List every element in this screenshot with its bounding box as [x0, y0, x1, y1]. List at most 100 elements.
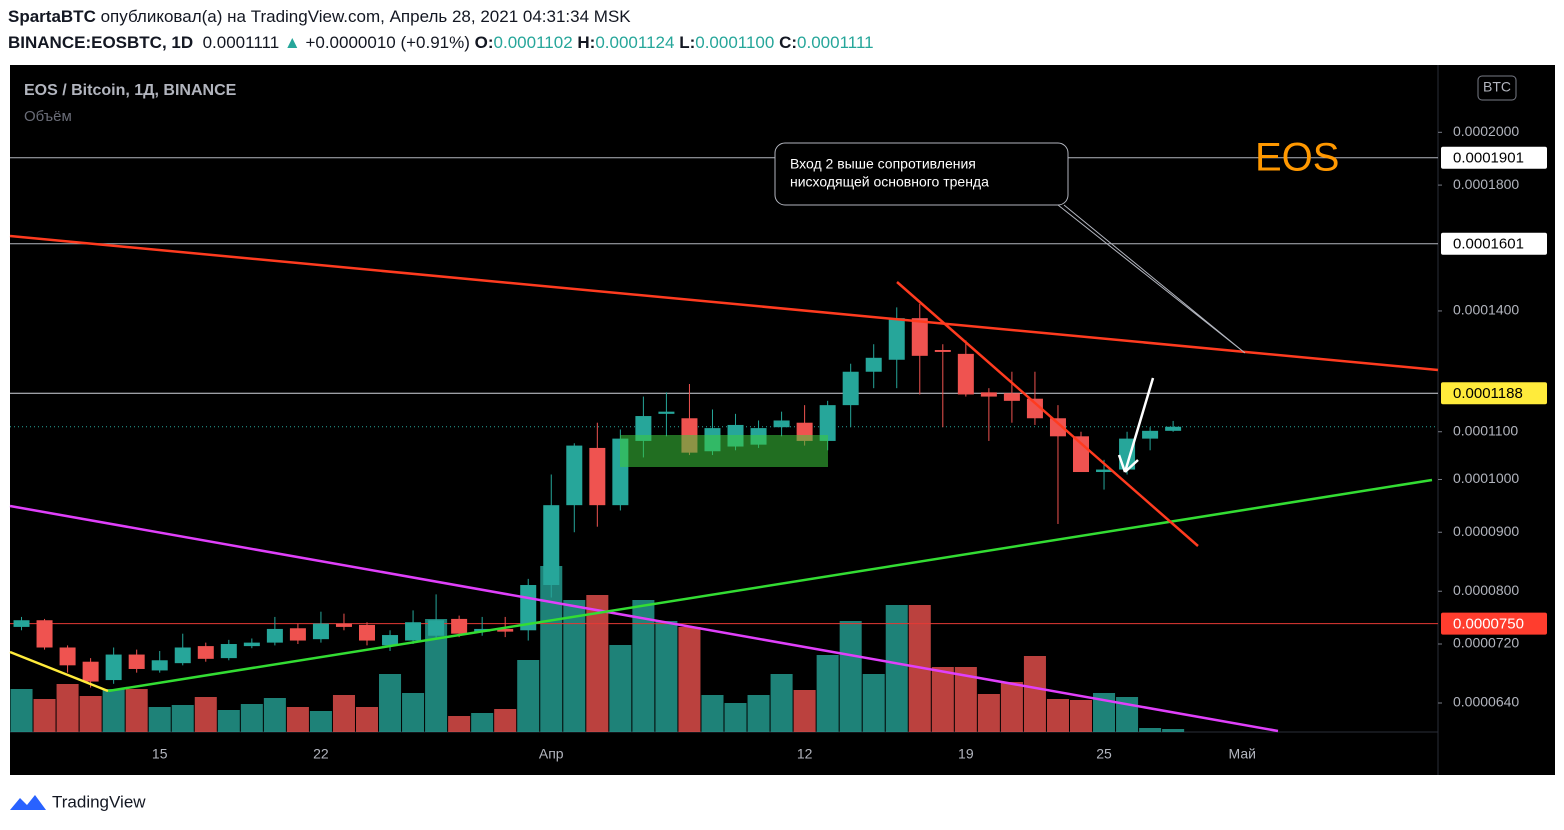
volume-label: Объём: [24, 108, 72, 125]
candle-body: [405, 622, 422, 641]
zone: [620, 435, 828, 467]
ohlc-label: C:: [779, 33, 798, 52]
last-price: 0.0001111: [202, 33, 280, 52]
candle-body: [1003, 393, 1020, 401]
volume-bar: [954, 667, 977, 732]
volume-bar: [655, 621, 678, 732]
candle-body: [312, 623, 329, 640]
volume-bar: [931, 667, 954, 732]
volume-bar: [79, 696, 102, 732]
arrow: [1117, 377, 1155, 473]
candle-body: [658, 411, 675, 414]
header: SpartaBTC опубликовал(а) на TradingView.…: [8, 4, 874, 56]
candle-body: [888, 318, 905, 360]
candle-body: [105, 654, 122, 681]
ohlc-label: O:: [474, 33, 494, 52]
volume-bar: [1069, 700, 1093, 732]
author: SpartaBTC: [8, 7, 96, 26]
candle-body: [128, 654, 145, 669]
volume-bar: [332, 695, 355, 732]
volume-bar: [793, 690, 816, 732]
currency-badge: [1477, 75, 1517, 101]
ohlc: O:0.0001102 H:0.0001124 L:0.0001100 C:0.…: [475, 33, 874, 52]
volume-bar: [747, 695, 770, 732]
volume-bar: [977, 694, 1000, 732]
header-space: [0, 0, 1564, 60]
ohlc-label: L:: [679, 33, 696, 52]
candle-body: [980, 392, 997, 397]
trendline: [9, 650, 109, 693]
volume-bar: [148, 707, 171, 732]
trendline: [896, 281, 1199, 547]
candle-body: [82, 661, 99, 682]
volume-bar: [517, 660, 540, 732]
volume-bar: [494, 709, 517, 732]
volume-bar: [240, 704, 263, 732]
volume-bar: [563, 600, 586, 732]
drawings: Вход 2 выше сопротивления нисходящей осн…: [9, 136, 1439, 733]
candle-body: [635, 416, 652, 441]
header-line: SpartaBTC опубликовал(а) на TradingView.…: [8, 4, 874, 30]
volume-bar: [1139, 728, 1162, 732]
volume-bar: [1023, 656, 1046, 732]
candle-body: [266, 628, 283, 643]
symbol: BINANCE:EOSBTC, 1D: [8, 33, 194, 52]
volume-bar: [471, 713, 494, 732]
ohlc-value: 0.0001124: [595, 33, 675, 52]
trendline: [9, 234, 1439, 372]
candle-body: [335, 623, 352, 627]
volume-bar: [355, 707, 379, 732]
y-tick-label: 0.0000640: [1453, 694, 1519, 710]
candle-body: [359, 624, 375, 641]
candle-body: [773, 420, 790, 428]
annotation-label: EOS: [1255, 136, 1339, 180]
candle-body: [197, 646, 214, 659]
candle-body: [289, 628, 306, 641]
y-tick-label: 0.0001100: [1453, 422, 1518, 438]
candle-body: [382, 635, 399, 646]
candle-body: [59, 647, 76, 666]
candle-body: [1165, 426, 1182, 431]
candle-body: [566, 445, 583, 506]
volume-bar: [1046, 699, 1069, 732]
candle-body: [36, 620, 53, 648]
volume-bar: [33, 699, 56, 732]
brand: TradingView: [52, 792, 146, 811]
published: опубликовал(а) на TradingView.com, Апрел…: [100, 7, 631, 26]
price-label: 0.0001901: [1453, 150, 1524, 167]
candle-body: [1073, 436, 1089, 473]
volume-bar: [632, 600, 655, 732]
volume-bar: [102, 689, 125, 732]
price-label: 0.0001601: [1453, 236, 1524, 253]
candle-body: [451, 618, 468, 634]
y-tick-label: 0.0000800: [1453, 582, 1519, 598]
volume-bar: [379, 674, 402, 732]
volume-bar: [448, 716, 471, 732]
candle-body: [957, 353, 974, 395]
volume-bar: [1162, 729, 1185, 732]
x-tick-label: 22: [313, 746, 329, 762]
price-label-box: [1441, 232, 1547, 255]
volume-bar: [217, 710, 240, 732]
up-arrow: ▲: [283, 33, 301, 52]
volume-layer: [10, 566, 1185, 732]
price-label: 0.0001188: [1453, 385, 1523, 402]
candle-body: [243, 642, 260, 647]
y-tick-label: 0.0002000: [1453, 123, 1519, 139]
candle-body: [428, 620, 445, 636]
candle-body: [1026, 398, 1043, 419]
x-tick-label: 15: [152, 746, 168, 762]
y-tick-label: 0.0001000: [1453, 470, 1519, 486]
volume-bar: [586, 595, 609, 732]
ohlc-value: 0.0001100: [695, 33, 775, 52]
x-tick-label: 12: [797, 746, 813, 762]
volume-bar: [263, 698, 286, 732]
volume-bar: [125, 689, 148, 732]
volume-bar: [309, 711, 332, 732]
volume-bar: [839, 621, 862, 732]
candle-body: [819, 405, 836, 441]
y-tick-label: 0.0001400: [1453, 302, 1519, 318]
axes: 0.0000640 0.0000720 0.0000800 0.0000900 0.00…: [152, 123, 1547, 762]
candle-body: [842, 371, 859, 406]
